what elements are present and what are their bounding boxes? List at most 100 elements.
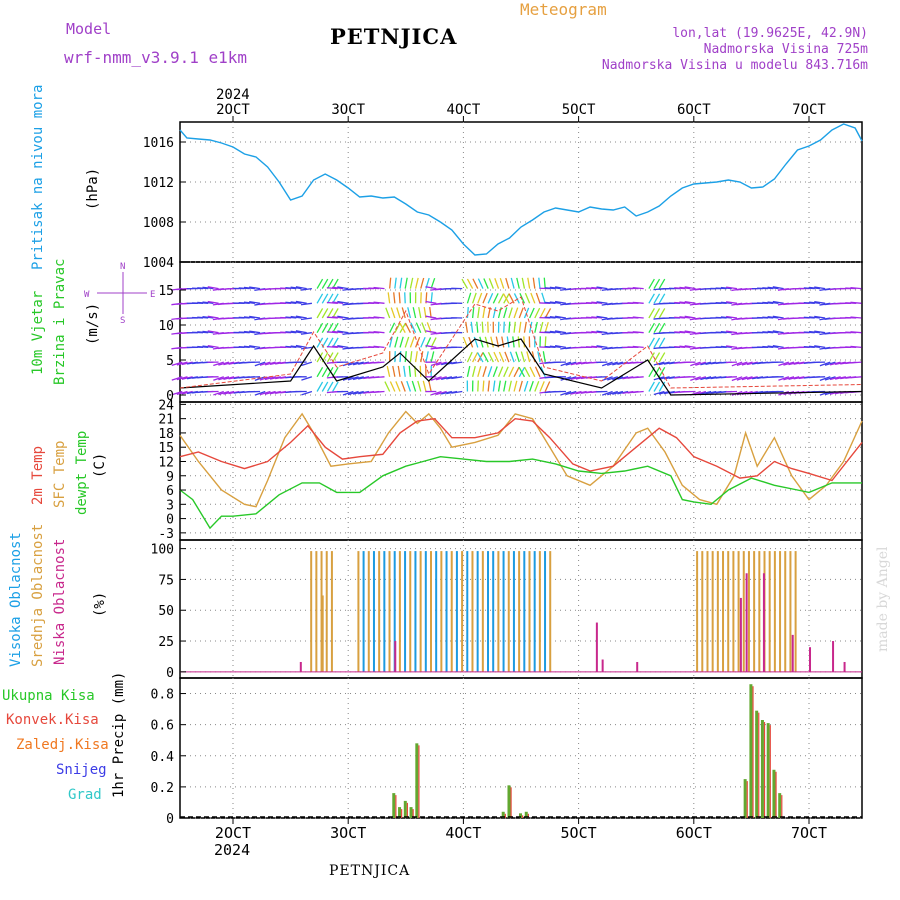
wind-arrow: [850, 301, 862, 304]
wind-arrow: [243, 330, 255, 334]
top-day-label: 2OCT: [216, 102, 250, 118]
wind-arrow: [332, 352, 339, 363]
wind-arrow: [249, 286, 261, 290]
wind-arrow: [814, 286, 826, 290]
wind-arrow: [783, 376, 795, 381]
lonlat-label: lon,lat (19.9625E, 42.9N): [672, 26, 868, 41]
wind-arrow: [420, 351, 424, 363]
wind-speed-line: [179, 338, 863, 396]
wind-arrow: [477, 292, 483, 304]
wind-arrow: [425, 330, 437, 334]
wind-arrow: [601, 390, 613, 396]
mid-cloud-bar: [706, 551, 709, 672]
wind-arrow: [632, 331, 644, 334]
wind-arrow: [476, 321, 479, 333]
temp-tick-label: 12: [158, 455, 174, 470]
wind-arrow: [731, 376, 743, 382]
mid-cloud-bar: [696, 551, 699, 672]
temp-label-2: SFC Temp: [52, 441, 68, 508]
mid-cloud-bar: [727, 551, 730, 672]
wind-arrow: [684, 286, 696, 290]
high-cloud-bar: [378, 551, 381, 672]
temp-tick-label: 18: [158, 427, 174, 442]
wind-arrow: [539, 381, 545, 392]
wind-arrow: [373, 330, 385, 334]
wind-arrow: [290, 315, 302, 319]
watermark: made by Angel: [875, 546, 891, 652]
wind-arrow: [404, 351, 407, 363]
wind-arrow: [471, 365, 476, 377]
wind-arrow: [570, 390, 582, 395]
wind-arrow: [396, 307, 401, 319]
wind-tick-label: 5: [166, 354, 174, 369]
wind-arrow: [549, 301, 561, 304]
low-cloud-bar: [832, 641, 835, 672]
wind-arrow: [565, 361, 577, 366]
wind-arrow: [493, 351, 500, 363]
altitude-label: Nadmorska Visina 725m: [703, 42, 868, 57]
high-cloud-bar: [455, 551, 458, 672]
high-cloud-bar: [424, 551, 427, 672]
wind-arrow: [534, 380, 540, 392]
wind-arrow: [385, 307, 391, 319]
wind-arrow: [332, 345, 344, 349]
wind-arrow: [399, 336, 404, 348]
wind-arrow: [543, 277, 546, 289]
wind-arrow: [700, 361, 712, 366]
bottom-day-label: 2OCT: [215, 824, 251, 842]
wind-arrow: [477, 366, 482, 377]
mid-cloud-bar: [747, 551, 750, 672]
conv-precip-bar: [746, 781, 748, 818]
wind-arrow: [326, 345, 338, 349]
wind-arrow: [679, 286, 691, 290]
wind-arrow: [658, 352, 666, 363]
precip-frame: [179, 677, 863, 819]
wind-arrow: [342, 390, 354, 396]
wind-arrow: [492, 293, 499, 304]
wind-arrow: [481, 321, 484, 333]
wind-arrow: [483, 278, 489, 289]
wind-arrow: [544, 287, 556, 290]
wind-arrow: [492, 366, 498, 378]
wind-arrow: [591, 316, 603, 319]
wind-arrow: [285, 331, 297, 334]
wind-arrow: [326, 331, 338, 334]
wind-arrow: [720, 316, 732, 319]
wind-arrow: [321, 308, 329, 319]
wind-arrow: [466, 292, 472, 304]
wind-arrow: [674, 345, 686, 349]
high-cloud-bar: [523, 551, 526, 672]
wind-arrow: [430, 376, 442, 381]
high-cloud-bar: [538, 551, 541, 672]
wind-arrow: [648, 308, 655, 319]
wind-arrow: [316, 352, 324, 363]
wind-arrow: [731, 361, 743, 367]
wind-arrow: [767, 301, 779, 304]
low-cloud-bar: [595, 622, 598, 672]
station-title: PETNJICA: [330, 24, 458, 49]
wind-arrow: [565, 390, 577, 396]
high-cloud-bar: [528, 551, 531, 672]
wind-arrow: [321, 322, 329, 334]
top-year-label: 2024: [216, 87, 250, 103]
wind-arrow: [430, 361, 442, 367]
wind-arrow: [632, 345, 644, 349]
wind-arrow: [482, 292, 488, 304]
wind-arrow: [316, 278, 324, 289]
wind-arrow: [429, 307, 432, 319]
wind-arrow: [695, 361, 707, 366]
cloud-tick-label: 0: [166, 666, 174, 681]
wind-arrow: [497, 366, 504, 378]
wind-arrow: [395, 381, 401, 392]
wind-arrow: [529, 307, 535, 319]
wind-arrow: [690, 361, 701, 367]
high-cloud-bar: [497, 551, 500, 672]
bottom-day-label: 5OCT: [561, 824, 597, 842]
wind-arrow: [503, 321, 505, 333]
wind-arrow: [337, 345, 349, 349]
high-cloud-bar: [518, 551, 521, 672]
wind-arrow: [850, 376, 862, 379]
wind-arrow: [394, 322, 401, 334]
wind-arrow: [321, 381, 329, 392]
wind-arrow: [617, 376, 629, 380]
